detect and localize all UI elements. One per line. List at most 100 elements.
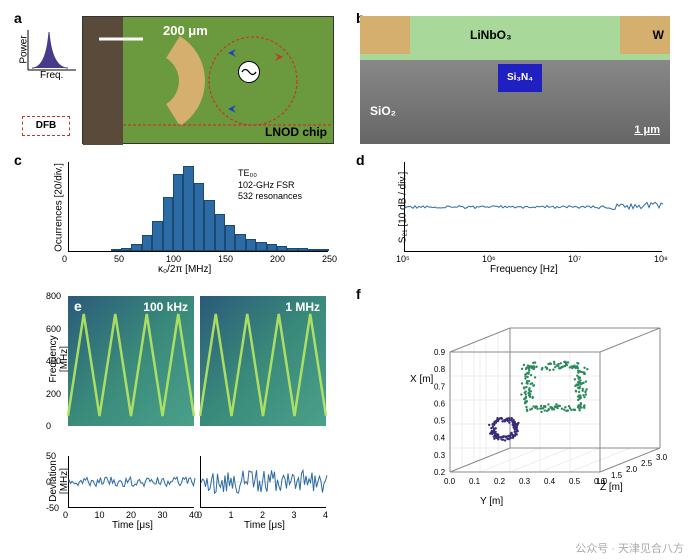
s21-plot [404,162,662,252]
histogram-bar [308,249,318,251]
histogram-bar [194,183,204,251]
panel-e-xlabel-left: Time [μs] [112,520,153,531]
svg-text:0.5: 0.5 [569,477,581,486]
panel-c-xlabel: κ₀/2π [MHz] [158,264,211,275]
histogram-bar [225,225,235,251]
histogram-bar [111,249,121,251]
histogram-bar [215,214,225,251]
micrograph: 200 μm LNOD chip [82,16,334,144]
svg-text:0.2: 0.2 [494,477,506,486]
histogram-bar [121,248,131,251]
panel-c: c Ocurrences [20/div.] 050100150200250 κ… [18,158,336,278]
svg-text:0.3: 0.3 [434,451,446,460]
point-cloud-3d: 0.20.30.40.50.60.70.80.90.00.10.20.30.40… [390,302,660,512]
histogram-bar [163,197,173,251]
xtick: 1 [229,510,234,520]
xtick: 30 [158,510,168,520]
panel-c-ylabel: Ocurrences [20/div.] [54,163,65,253]
sem-cross-section: Si₃N₄ LiNbO₃ W SiO₂ 1 μm [360,16,670,144]
xtick: 0 [197,510,202,520]
ytick: 50 [46,451,56,461]
xtick: 0 [63,510,68,520]
panel-f-label: f [356,286,361,302]
sin4-layer: Si₃N₄ [498,64,542,92]
svg-text:0.3: 0.3 [519,477,531,486]
histogram-bar [267,244,277,251]
histogram-bar [298,248,308,251]
linbo3-label: LiNbO₃ [470,28,512,42]
histogram-bar [246,239,256,251]
svg-text:0.0: 0.0 [444,477,456,486]
power-ylabel: Power [19,35,30,63]
spectrogram-1mhz: 1 MHz [200,296,326,426]
lnod-chip-label: LNOD chip [265,125,327,139]
panel-c-label: c [14,152,22,168]
xtick: 2 [260,510,265,520]
xtick: 0 [62,254,67,264]
histogram-bar [152,221,162,251]
scalebar: 200 μm [163,23,208,38]
xtick: 50 [114,254,124,264]
spectro-right-title: 1 MHz [285,300,320,314]
ac-source-icon [238,61,260,83]
panel-e: e Frequency [MHz] Deviation [MHz] 100 kH… [18,292,336,538]
spectrogram-100khz: 100 kHz [68,296,194,426]
xtick: 10⁶ [482,254,496,264]
xtick: 10⁸ [654,254,668,264]
panel-a: a Power Freq. 200 μm LNOD chip DFB [18,16,336,144]
dfb-box: DFB [22,116,70,136]
svg-text:0.7: 0.7 [434,382,446,391]
histogram-bar [173,174,183,251]
panel-d: d S₂₁ [10 dB / div.] 10⁵10⁶10⁷10⁸ Freque… [360,158,670,278]
panel-b: b Si₃N₄ LiNbO₃ W SiO₂ 1 μm [360,16,670,144]
svg-text:1.5: 1.5 [611,471,623,480]
deviation-plot-left [68,456,194,508]
svg-text:3.0: 3.0 [656,453,668,462]
xtick: 10⁵ [396,254,410,264]
svg-text:0.6: 0.6 [434,399,446,408]
ytick: 0 [46,421,51,431]
power-freq-inset: Power Freq. [18,22,80,80]
histogram-bar [204,200,214,251]
histogram-bar [277,246,287,251]
panel-d-label: d [356,152,365,168]
xtick: 20 [126,510,136,520]
xtick: 150 [218,254,233,264]
svg-text:0.1: 0.1 [469,477,481,486]
panel-e-label: e [74,298,82,314]
xtick: 4 [323,510,328,520]
svg-text:Y [m]: Y [m] [480,496,503,507]
histogram-bar [142,235,152,251]
watermark: 公众号 · 天津见合八方 [575,540,684,556]
histogram-bar [256,242,266,251]
histogram-bar [183,166,193,252]
xtick: 100 [166,254,181,264]
panel-d-xlabel: Frequency [Hz] [490,264,558,275]
w-label: W [653,28,664,42]
histogram-bar [319,249,329,251]
svg-text:0.4: 0.4 [544,477,556,486]
svg-text:X [m]: X [m] [410,374,434,385]
xtick: 10 [95,510,105,520]
ytick: 0 [46,477,51,487]
svg-text:0.4: 0.4 [434,434,446,443]
xtick: 10⁷ [568,254,581,264]
svg-text:2.5: 2.5 [641,459,653,468]
deviation-plot-right [200,456,326,508]
ytick: 800 [46,291,61,301]
xtick: 250 [322,254,337,264]
xtick: 3 [292,510,297,520]
svg-text:0.2: 0.2 [434,468,446,477]
sio2-label: SiO₂ [370,104,396,118]
panel-c-annotations: TE₀₀102-GHz FSR532 resonances [238,168,302,203]
histogram-bar [235,234,245,251]
panel-f: f 0.20.30.40.50.60.70.80.90.00.10.20.30.… [360,292,670,538]
svg-text:2.0: 2.0 [626,465,638,474]
spectro-left-title: 100 kHz [143,300,188,314]
ytick: 600 [46,324,61,334]
xtick: 200 [270,254,285,264]
svg-text:0.5: 0.5 [434,417,446,426]
scalebar-b: 1 μm [634,124,660,136]
power-xlabel: Freq. [40,70,63,81]
panel-e-xlabel-right: Time [μs] [244,520,285,531]
